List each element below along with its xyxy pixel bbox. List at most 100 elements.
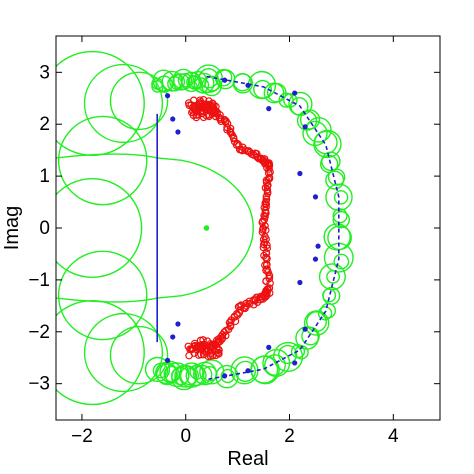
blue-point <box>266 106 272 112</box>
red-point <box>191 101 200 110</box>
red-point <box>208 351 217 360</box>
green-center-point <box>203 225 210 231</box>
red-point <box>194 351 203 359</box>
green-circle <box>320 302 337 319</box>
green-circle <box>234 360 256 383</box>
red-point <box>217 117 225 126</box>
red-point <box>208 99 217 108</box>
red-point <box>196 341 204 350</box>
red-point <box>188 108 196 117</box>
blue-point <box>245 368 251 374</box>
red-point <box>201 102 209 110</box>
green-circle <box>306 311 327 333</box>
green-circle <box>313 129 342 159</box>
green-big-circle <box>83 312 164 393</box>
y-tick-label: 1 <box>39 166 50 187</box>
red-point <box>185 351 193 360</box>
y-axis-label: Imag <box>1 206 23 250</box>
green-circle <box>179 366 200 386</box>
red-point <box>260 211 268 220</box>
y-tick-label: 2 <box>39 114 50 135</box>
green-circle <box>333 190 349 205</box>
y-tick-label: −3 <box>28 374 50 395</box>
green-circle <box>325 170 345 190</box>
red-point <box>265 271 273 279</box>
green-circle <box>164 362 190 388</box>
x-tick-label: −2 <box>71 426 93 447</box>
green-big-circle <box>109 71 169 131</box>
green-circle <box>204 75 221 92</box>
red-point <box>261 261 269 269</box>
green-upper-link <box>56 153 158 159</box>
green-circle <box>144 356 171 383</box>
red-point <box>263 182 272 190</box>
plot-area <box>56 50 354 406</box>
blue-arc-line <box>206 75 340 381</box>
green-circle <box>278 344 298 365</box>
red-point <box>235 141 243 150</box>
blue-point <box>312 194 319 200</box>
green-circle <box>326 269 341 284</box>
green-inner-curve <box>157 157 254 299</box>
axis-ticks: −2 0 2 4 −3 −2 −1 0 1 2 3 <box>28 36 440 447</box>
green-circle <box>272 341 304 372</box>
red-point <box>192 113 201 122</box>
red-point <box>198 109 206 118</box>
red-point <box>210 340 219 348</box>
red-point <box>215 346 223 354</box>
red-point <box>263 244 272 253</box>
green-circle <box>327 168 346 186</box>
green-big-circle <box>57 115 148 206</box>
green-circle <box>332 210 350 229</box>
y-tick-label: 0 <box>39 218 50 239</box>
green-circle <box>317 306 333 321</box>
blue-point <box>170 334 176 340</box>
x-tick-label: 2 <box>284 426 295 447</box>
red-point <box>261 199 270 208</box>
red-point <box>265 165 273 173</box>
green-circle <box>333 253 350 270</box>
blue-point <box>175 129 181 135</box>
blue-point <box>297 170 303 177</box>
red-point <box>196 98 205 106</box>
green-big-circle <box>56 178 143 278</box>
red-point <box>201 344 210 353</box>
green-circle <box>321 151 341 172</box>
red-point <box>196 336 205 345</box>
red-point <box>242 299 251 308</box>
red-point <box>218 330 227 339</box>
blue-point <box>170 116 176 122</box>
green-circle <box>303 310 330 336</box>
y-tick-label: −1 <box>28 270 50 291</box>
blue-point <box>302 326 308 332</box>
green-circle <box>193 77 210 94</box>
green-circle <box>172 68 194 91</box>
green-circle <box>290 344 306 359</box>
blue-point <box>302 124 308 130</box>
blue-point <box>297 279 303 286</box>
green-circle <box>250 355 280 385</box>
green-circle <box>177 72 193 88</box>
y-tick-label: −2 <box>28 322 50 343</box>
red-point <box>201 347 210 356</box>
blue-point <box>164 357 171 363</box>
x-tick-label: 4 <box>388 426 399 447</box>
green-big-circle <box>57 250 148 341</box>
blue-point <box>312 256 319 262</box>
red-point <box>261 222 269 230</box>
red-point <box>211 347 219 356</box>
blue-point <box>292 360 298 366</box>
green-circle <box>220 368 235 384</box>
y-tick-label: 3 <box>39 62 50 83</box>
blue-point <box>175 321 181 327</box>
blue-point <box>315 243 321 249</box>
blue-point <box>222 77 228 83</box>
green-circle <box>185 365 207 387</box>
red-point <box>187 101 196 109</box>
red-point <box>188 345 197 353</box>
green-circle <box>201 365 218 382</box>
blue-point <box>164 93 171 99</box>
blue-point <box>292 90 298 96</box>
green-circle <box>199 359 225 385</box>
